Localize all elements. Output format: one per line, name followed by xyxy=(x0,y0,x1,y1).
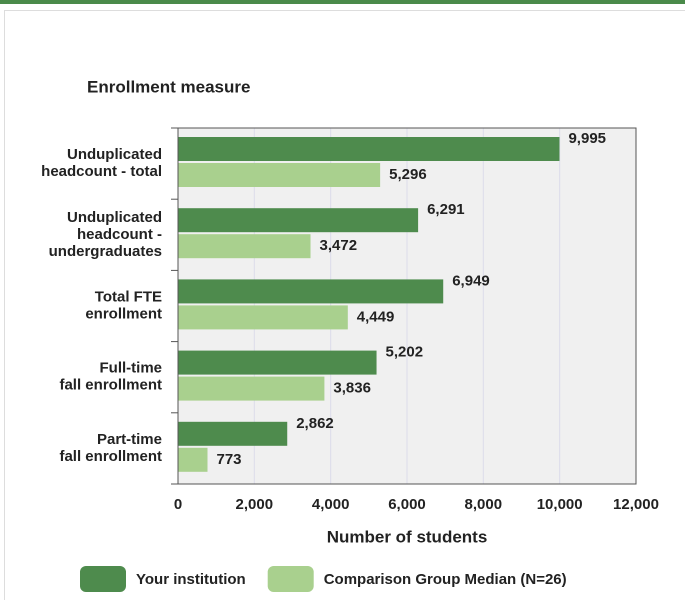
y-tick-label: Unduplicated headcount - total xyxy=(41,146,162,180)
x-tick-label: 10,000 xyxy=(537,496,583,513)
x-axis-title: Number of students xyxy=(327,527,488,546)
bar xyxy=(178,279,444,304)
x-tick-label: 2,000 xyxy=(236,496,274,513)
bar xyxy=(178,137,560,161)
x-tick-label: 4,000 xyxy=(312,496,350,513)
data-label: 5,296 xyxy=(389,166,427,183)
bar xyxy=(178,208,419,233)
y-tick-label: Unduplicated headcount -undergraduates xyxy=(49,209,162,260)
card-border xyxy=(4,10,685,600)
bar xyxy=(178,350,377,375)
data-label: 9,995 xyxy=(568,130,606,147)
legend-label: Your institution xyxy=(136,571,246,588)
data-label: 6,291 xyxy=(427,201,465,218)
data-label: 3,836 xyxy=(333,380,371,397)
bar xyxy=(178,163,381,187)
data-label: 3,472 xyxy=(320,237,358,254)
y-tick-label: Part-time fall enrollment xyxy=(59,431,162,465)
data-label: 773 xyxy=(217,451,242,468)
x-tick-label: 8,000 xyxy=(465,496,503,513)
y-tick-label: Full-time fall enrollment xyxy=(59,360,162,394)
data-label: 6,949 xyxy=(452,272,490,289)
plot-border xyxy=(177,127,637,485)
x-tick-label: 6,000 xyxy=(388,496,426,513)
bar xyxy=(178,376,325,401)
data-label: 2,862 xyxy=(296,415,334,432)
legend-swatch xyxy=(80,566,126,592)
y-tick-label: Total FTE enrollment xyxy=(85,288,162,322)
bar xyxy=(178,234,311,259)
y-axis-title: Enrollment measure xyxy=(87,77,250,96)
legend-swatch xyxy=(267,566,314,592)
bar xyxy=(178,447,208,472)
bar xyxy=(178,421,288,446)
top-bar xyxy=(0,0,685,4)
x-tick-label: 12,000 xyxy=(613,496,659,513)
x-tick-label: 0 xyxy=(174,496,182,513)
data-label: 4,449 xyxy=(357,308,395,325)
data-label: 5,202 xyxy=(386,344,424,361)
bar xyxy=(178,305,348,330)
legend-label: Comparison Group Median (N=26) xyxy=(324,571,567,588)
